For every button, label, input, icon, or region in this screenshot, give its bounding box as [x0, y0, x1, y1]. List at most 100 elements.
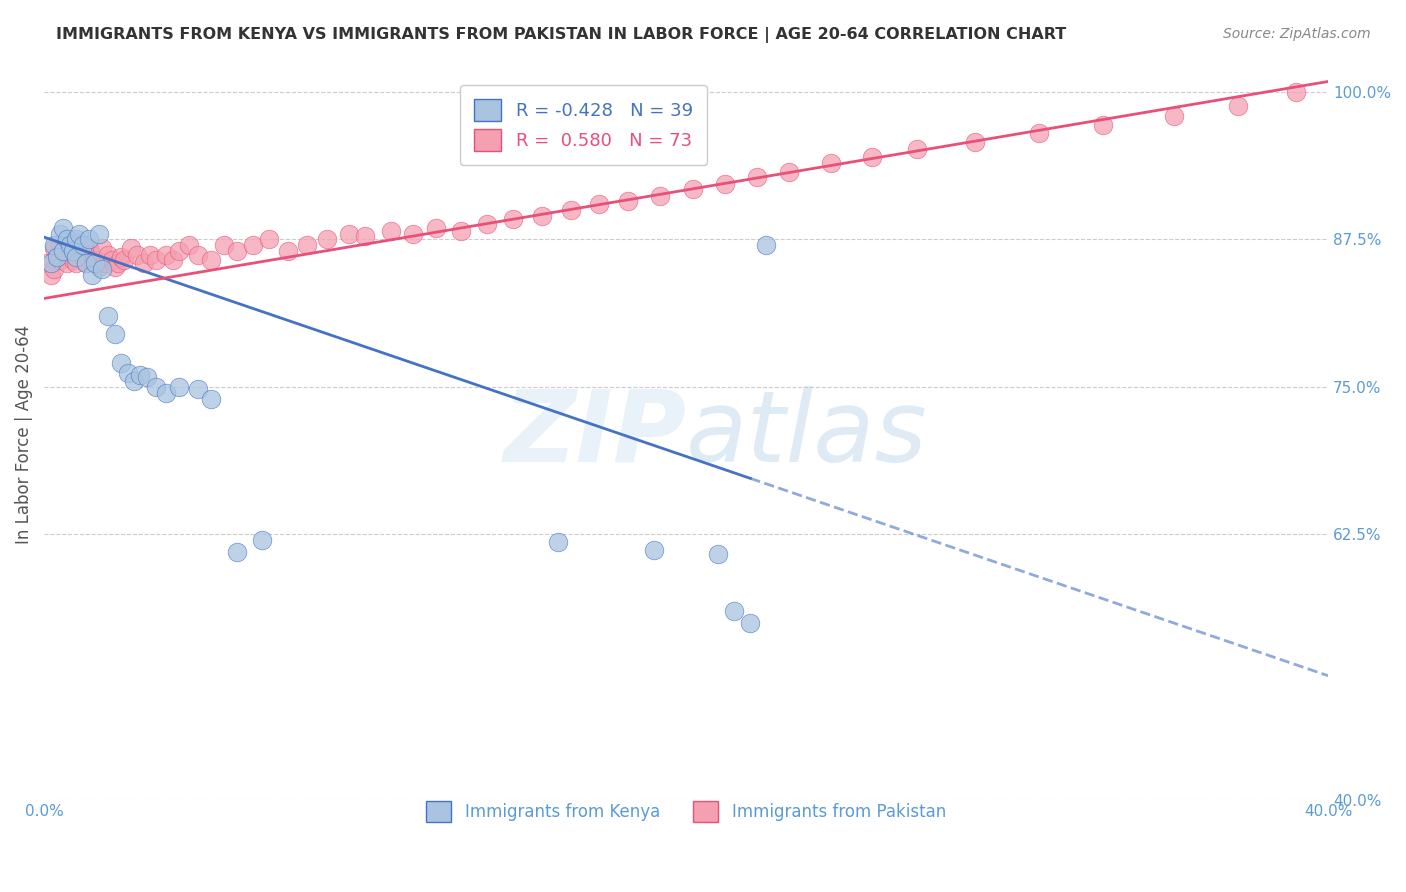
Point	[450, 224, 472, 238]
Point	[162, 252, 184, 267]
Point	[82, 248, 104, 262]
Point	[104, 260, 127, 274]
Point	[380, 224, 402, 238]
Point	[112, 252, 135, 267]
Point	[62, 252, 84, 267]
Point	[905, 142, 928, 156]
Point	[129, 368, 152, 382]
Point	[560, 202, 582, 217]
Point	[42, 262, 65, 277]
Point	[132, 256, 155, 270]
Point	[212, 238, 235, 252]
Point	[530, 209, 553, 223]
Point	[42, 238, 65, 252]
Point	[59, 238, 82, 252]
Point	[90, 262, 112, 277]
Point	[67, 235, 90, 250]
Point	[65, 250, 87, 264]
Point	[643, 542, 665, 557]
Point	[745, 169, 768, 184]
Point	[49, 252, 72, 267]
Point	[860, 150, 883, 164]
Point	[84, 252, 107, 267]
Point	[177, 238, 200, 252]
Y-axis label: In Labor Force | Age 20-64: In Labor Force | Age 20-64	[15, 325, 32, 543]
Point	[65, 241, 87, 255]
Point	[402, 227, 425, 241]
Text: ZIP: ZIP	[503, 385, 686, 483]
Point	[315, 232, 337, 246]
Point	[167, 244, 190, 259]
Point	[167, 380, 190, 394]
Point	[75, 256, 97, 270]
Point	[52, 244, 75, 259]
Point	[225, 545, 247, 559]
Point	[139, 248, 162, 262]
Point	[37, 256, 59, 270]
Point	[1092, 118, 1115, 132]
Point	[755, 238, 778, 252]
Point	[200, 252, 222, 267]
Point	[77, 241, 100, 255]
Point	[39, 256, 62, 270]
Point	[110, 250, 132, 264]
Point	[55, 232, 77, 246]
Text: atlas: atlas	[686, 385, 928, 483]
Point	[820, 156, 842, 170]
Point	[1028, 127, 1050, 141]
Point	[49, 227, 72, 241]
Point	[723, 604, 745, 618]
Point	[297, 238, 319, 252]
Point	[740, 615, 762, 630]
Point	[46, 250, 69, 264]
Point	[72, 250, 94, 264]
Text: IMMIGRANTS FROM KENYA VS IMMIGRANTS FROM PAKISTAN IN LABOR FORCE | AGE 20-64 COR: IMMIGRANTS FROM KENYA VS IMMIGRANTS FROM…	[56, 27, 1067, 43]
Point	[277, 244, 299, 259]
Point	[1285, 85, 1308, 99]
Point	[62, 244, 84, 259]
Point	[1227, 99, 1250, 113]
Point	[778, 165, 800, 179]
Point	[90, 241, 112, 255]
Point	[682, 182, 704, 196]
Point	[84, 256, 107, 270]
Point	[617, 194, 640, 208]
Point	[104, 326, 127, 341]
Point	[82, 268, 104, 282]
Point	[127, 248, 149, 262]
Point	[42, 241, 65, 255]
Point	[963, 135, 986, 149]
Point	[155, 385, 177, 400]
Legend: Immigrants from Kenya, Immigrants from Pakistan: Immigrants from Kenya, Immigrants from P…	[413, 788, 959, 835]
Point	[242, 238, 264, 252]
Point	[650, 189, 672, 203]
Point	[59, 248, 82, 262]
Point	[187, 382, 209, 396]
Point	[107, 256, 129, 270]
Point	[252, 533, 274, 548]
Point	[1163, 109, 1185, 123]
Point	[46, 248, 69, 262]
Point	[49, 238, 72, 252]
Text: Source: ZipAtlas.com: Source: ZipAtlas.com	[1223, 27, 1371, 41]
Point	[97, 248, 120, 262]
Point	[55, 232, 77, 246]
Point	[55, 256, 77, 270]
Point	[354, 229, 377, 244]
Point	[67, 227, 90, 241]
Point	[100, 252, 122, 267]
Point	[145, 252, 167, 267]
Point	[225, 244, 247, 259]
Point	[52, 244, 75, 259]
Point	[122, 374, 145, 388]
Point	[187, 248, 209, 262]
Point	[52, 220, 75, 235]
Point	[72, 238, 94, 252]
Point	[39, 268, 62, 282]
Point	[77, 232, 100, 246]
Point	[425, 220, 447, 235]
Point	[588, 197, 610, 211]
Point	[75, 256, 97, 270]
Point	[257, 232, 280, 246]
Point	[155, 248, 177, 262]
